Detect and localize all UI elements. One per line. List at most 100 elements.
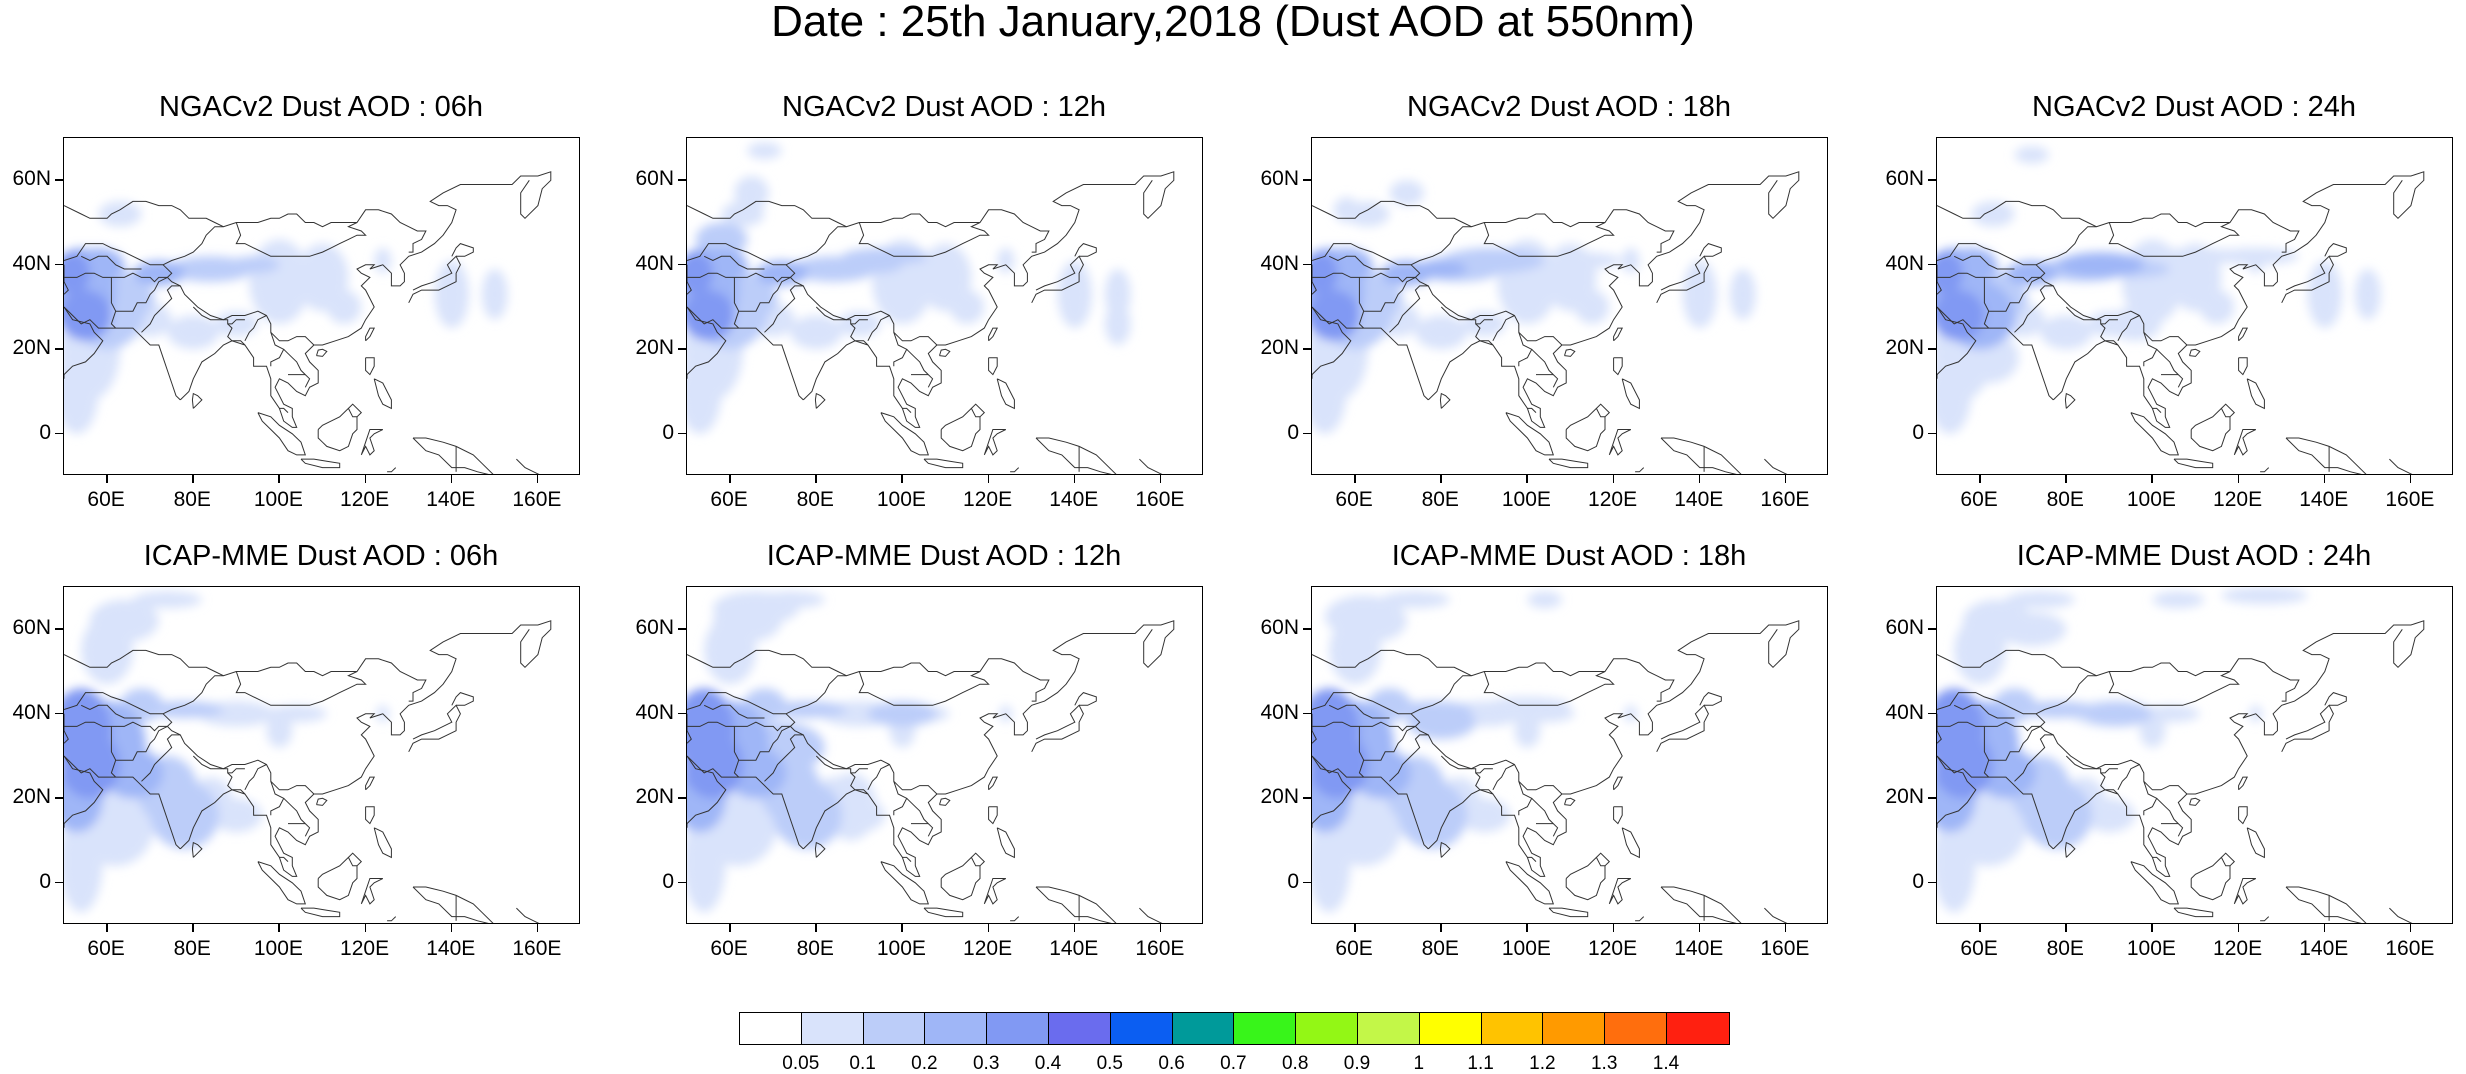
coastline-path	[983, 429, 1007, 456]
coastline-path	[893, 332, 908, 367]
lon-tick	[2409, 924, 2412, 932]
lon-tick	[106, 475, 108, 483]
dust-cell	[1937, 810, 1976, 913]
coastline-path	[387, 467, 397, 473]
coastline-path	[1439, 392, 1451, 409]
lon-tick-label: 100E	[1501, 488, 1551, 511]
coastline-path	[408, 255, 461, 304]
lon-tick-label: 140E	[1049, 488, 1099, 511]
coastline-path	[1988, 276, 2041, 312]
lat-tick-label: 0	[662, 420, 674, 444]
lon-tick-label: 120E	[1588, 488, 1638, 511]
colorbar-label: 0.4	[1034, 1053, 1062, 1074]
coastline-path	[300, 458, 341, 469]
coastline-path	[1312, 721, 1360, 727]
coastline-path	[1565, 403, 1611, 452]
dust-cell	[167, 315, 220, 350]
coastline-path	[1358, 726, 1365, 778]
lon-tick-label: 60E	[87, 937, 125, 960]
lon-tick-label: 80E	[1421, 937, 1459, 960]
lat-tick	[55, 712, 63, 715]
lon-tick-label: 80E	[796, 937, 834, 960]
coastline-path	[2190, 852, 2236, 901]
lat-tick-label: 0	[1287, 869, 1299, 893]
coastline-path	[687, 264, 692, 295]
coastline-path	[1492, 315, 1515, 342]
dust-cell	[1997, 612, 2067, 647]
lon-tick-label: 140E	[2299, 488, 2349, 511]
coastline-path	[2035, 713, 2188, 795]
lat-tick-label: 60N	[1885, 616, 1924, 640]
panel-title: ICAP-MME Dust AOD : 24h	[2016, 540, 2372, 572]
lon-tick-label: 120E	[2213, 937, 2263, 960]
coastline-path	[283, 797, 311, 837]
lat-tick	[55, 263, 63, 266]
coastline-path	[244, 315, 267, 342]
coastline-path	[1035, 437, 1117, 474]
coastline-path	[64, 209, 427, 266]
coastline-path	[2117, 764, 2140, 791]
coastline-path	[1635, 467, 1645, 473]
coastline-path	[1010, 467, 1020, 473]
coastline-path	[227, 323, 246, 346]
coastline-path	[687, 721, 735, 727]
coastline-path	[2189, 348, 2201, 357]
coastline-path	[373, 378, 392, 410]
coastline-path	[1984, 721, 2041, 732]
lon-tick	[729, 924, 731, 932]
dust-cell	[145, 701, 224, 718]
coastline-path	[1427, 340, 1567, 428]
colorbar-label: 1.2	[1529, 1053, 1556, 1074]
coastline-path	[2064, 841, 2076, 858]
lon-tick	[364, 475, 367, 483]
coastline-path	[115, 276, 168, 312]
lat-tick	[1928, 881, 1936, 884]
coastline-path	[687, 272, 735, 278]
colorbar-label: 1	[1413, 1053, 1425, 1074]
coastline-path	[1565, 852, 1611, 901]
colorbar-swatch	[1666, 1013, 1729, 1044]
lat-tick-label: 0	[39, 420, 51, 444]
map-plot-area	[63, 586, 580, 924]
dust-cell	[747, 142, 782, 160]
lon-tick	[536, 924, 539, 932]
coastline-path	[2238, 327, 2249, 342]
lon-tick	[1784, 475, 1787, 483]
coastline-path	[1328, 704, 1390, 719]
lon-tick	[1440, 475, 1442, 483]
lat-tick	[1303, 797, 1311, 799]
lat-tick	[1928, 628, 1936, 630]
coastline-path	[1031, 255, 1084, 304]
coastline-path	[1984, 272, 2041, 283]
dust-cell	[755, 260, 808, 286]
coastline-path	[1937, 755, 1977, 828]
dust-aod-map	[1937, 146, 2425, 474]
coastline-path	[64, 200, 224, 228]
coastline-path	[733, 726, 740, 778]
coastline-path	[2014, 734, 2054, 782]
lon-tick-label: 60E	[1335, 488, 1373, 511]
coastline-path	[1074, 243, 1097, 257]
coastline-path	[279, 856, 289, 862]
coastlines	[1937, 171, 2425, 474]
coastline-path	[996, 378, 1015, 410]
coastline-path	[111, 721, 168, 732]
coastline-path	[988, 806, 998, 825]
coastline-path	[802, 789, 942, 877]
lon-tick-label: 80E	[1421, 488, 1459, 511]
dust-cell	[210, 798, 263, 833]
dust-cell	[434, 260, 469, 329]
coastline-path	[2189, 797, 2201, 806]
lon-tick-label: 120E	[2213, 488, 2263, 511]
lon-tick	[450, 475, 453, 483]
coastline-path	[1937, 306, 2054, 401]
coastline-path	[451, 243, 474, 257]
coastline-path	[1656, 255, 1709, 304]
coastline-path	[1621, 827, 1640, 859]
lon-tick	[901, 475, 903, 483]
coastline-path	[1564, 797, 1576, 806]
coastline-path	[1389, 285, 1429, 333]
coastline-path	[983, 878, 1007, 905]
lon-tick-label: 160E	[1760, 937, 1810, 960]
coastline-path	[1531, 797, 1559, 837]
